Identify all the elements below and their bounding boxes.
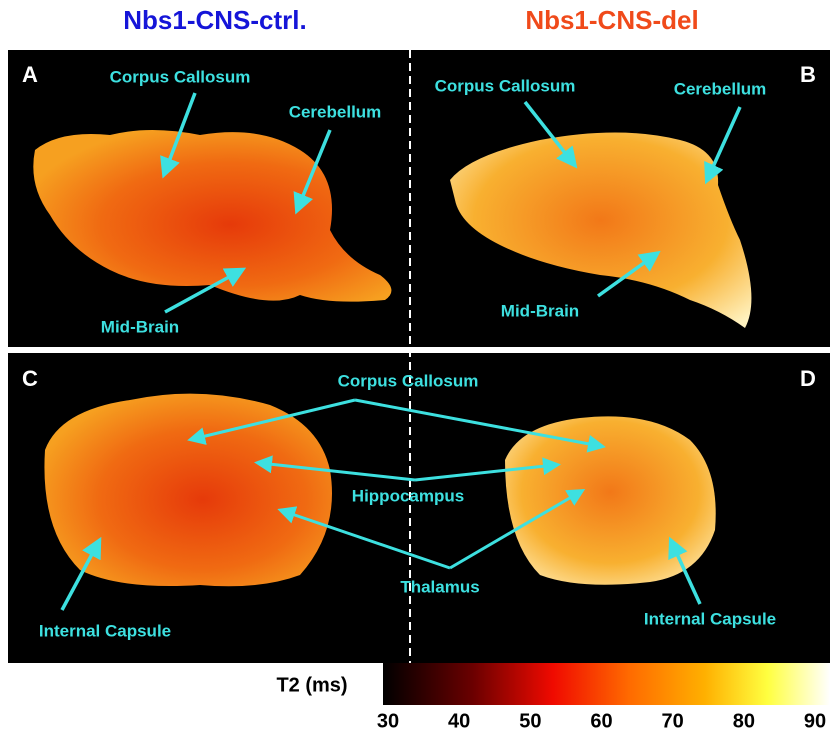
panel-label: A [22, 62, 38, 87]
annotation: Corpus Callosum [435, 76, 576, 95]
annotation: Corpus Callosum [110, 67, 251, 86]
colorbar-tick-label: 50 [519, 710, 541, 732]
colorbar-tick-label: 80 [733, 710, 755, 732]
colorbar-tick-label: 90 [804, 710, 826, 732]
annotation: Internal Capsule [644, 609, 776, 628]
left-title: Nbs1-CNS-ctrl. [123, 5, 306, 35]
annotation: Corpus Callosum [338, 371, 479, 390]
annotation: Cerebellum [289, 102, 382, 121]
annotation: Thalamus [400, 577, 479, 596]
right-title: Nbs1-CNS-del [525, 5, 698, 35]
panel-label: B [800, 62, 816, 87]
panel-label: C [22, 366, 38, 391]
brain-d [505, 416, 716, 584]
colorbar-tick-label: 60 [590, 710, 612, 732]
colorbar [383, 663, 830, 705]
annotation: Internal Capsule [39, 621, 171, 640]
annotation: Cerebellum [674, 79, 767, 98]
annotation: Mid-Brain [501, 301, 579, 320]
panel-label: D [800, 366, 816, 391]
colorbar-tick-label: 40 [448, 710, 470, 732]
brain-c [44, 394, 332, 587]
colorbar-ticks: 30 40 50 60 70 80 90 [377, 710, 826, 732]
colorbar-label: T2 (ms) [276, 674, 347, 696]
colorbar-tick-label: 70 [662, 710, 684, 732]
annotation: Hippocampus [352, 486, 464, 505]
annotation: Mid-Brain [101, 317, 179, 336]
figure: Nbs1-CNS-ctrl. Nbs1-CNS-del A B C D Corp… [0, 0, 837, 737]
colorbar-tick-label: 30 [377, 710, 399, 732]
